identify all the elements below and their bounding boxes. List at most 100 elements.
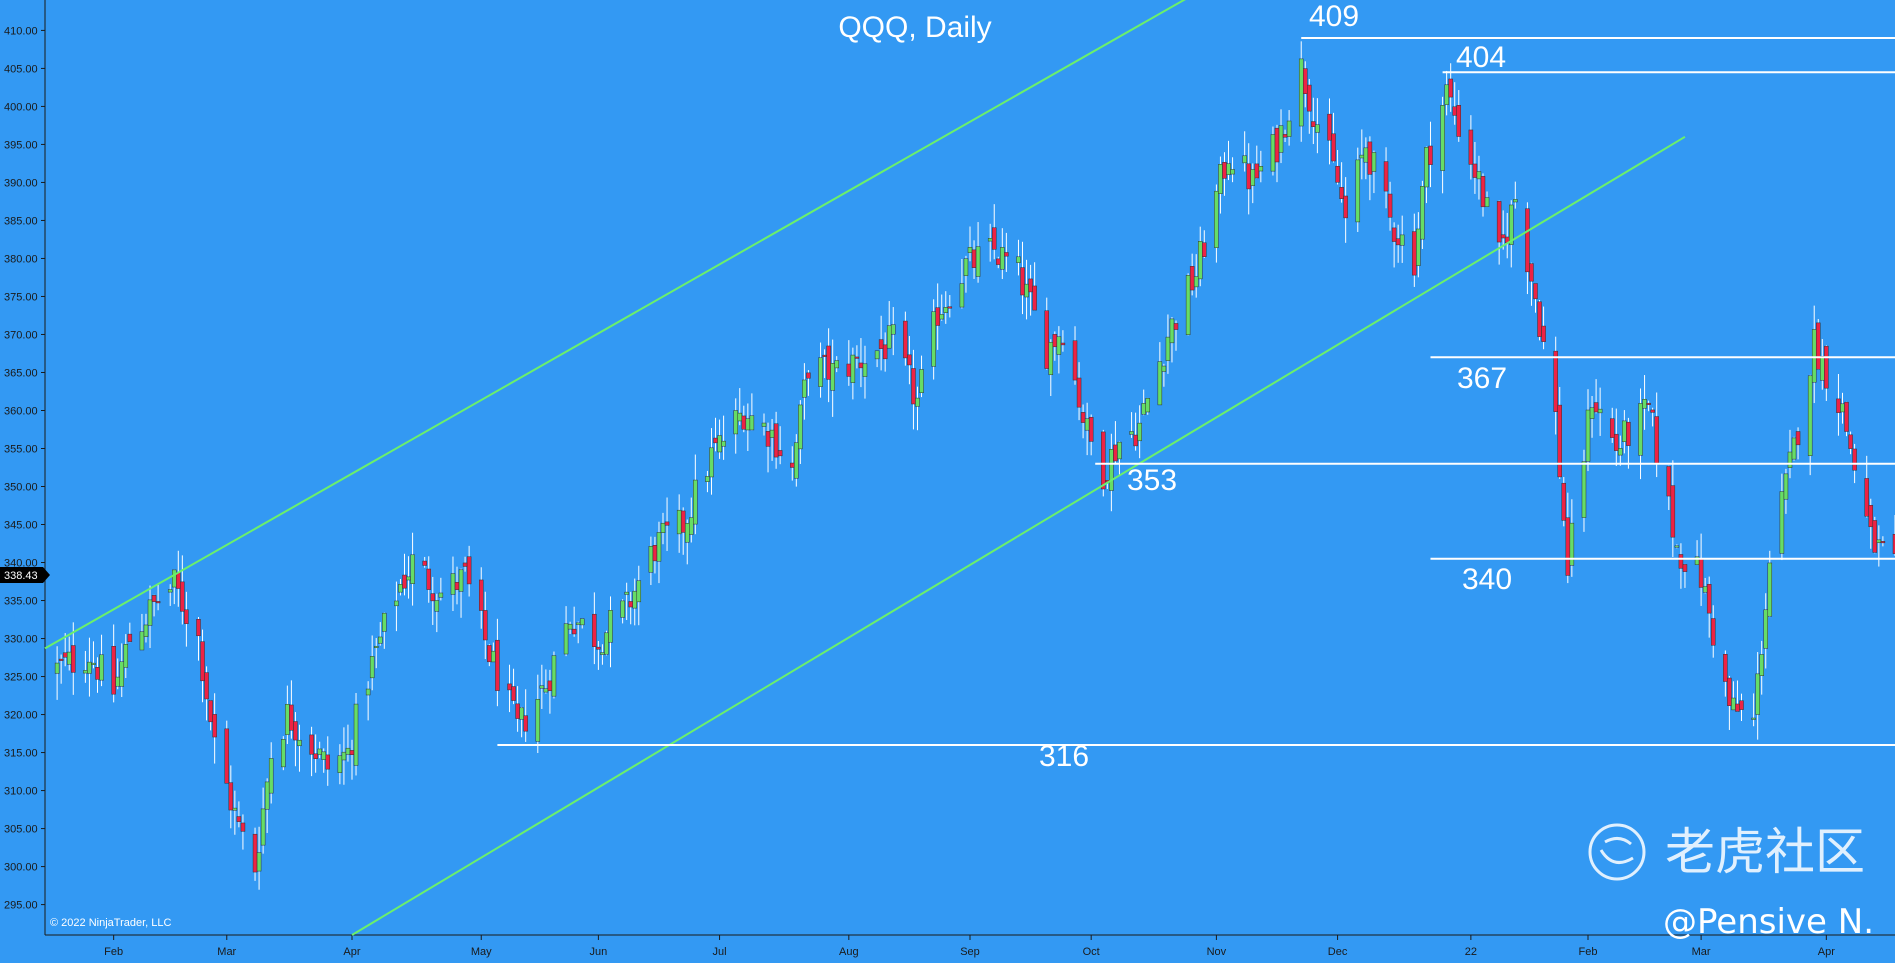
candle (1569, 499, 1575, 577)
candle (1496, 200, 1502, 265)
candle (523, 689, 528, 742)
candle (947, 295, 953, 318)
candle-body (1751, 717, 1756, 720)
candle-body (252, 833, 258, 873)
time-tick-label: 22 (1465, 946, 1477, 958)
candle (721, 415, 726, 460)
candle (1335, 150, 1340, 185)
candle (281, 736, 286, 771)
candle-body (1557, 404, 1562, 478)
candle (656, 521, 662, 584)
candle (240, 814, 246, 850)
candle (664, 497, 670, 551)
candle (483, 591, 488, 660)
candle-body (943, 307, 949, 313)
candle (891, 307, 896, 356)
candle-body (212, 714, 217, 738)
candle (99, 634, 104, 687)
candle (1137, 405, 1142, 459)
candle-body (1367, 141, 1373, 175)
candle-body (1759, 654, 1764, 676)
candle (1048, 339, 1054, 396)
candle-body (874, 350, 880, 360)
candle-body (1836, 398, 1841, 413)
candle (1072, 326, 1078, 385)
candle-body (689, 517, 694, 535)
candle (1585, 389, 1591, 472)
candle-body (1767, 562, 1773, 617)
candle (1561, 476, 1567, 527)
time-tick-label: Oct (1083, 946, 1100, 958)
candle-body (1355, 159, 1361, 223)
candle-body (1286, 120, 1292, 137)
candle-body (58, 658, 64, 661)
candle-body (1416, 228, 1421, 266)
candle-body (1622, 420, 1627, 442)
candle (777, 426, 783, 465)
candle (943, 291, 949, 324)
candle-body (1048, 341, 1054, 376)
price-tick-label: 335.00 (4, 596, 38, 608)
price-tick-label: 395.00 (4, 139, 38, 151)
candle-body (551, 655, 557, 697)
candle (834, 356, 839, 373)
candle (1614, 408, 1619, 467)
time-tick-label: Aug (839, 946, 859, 958)
candle (1739, 693, 1744, 722)
candle (689, 497, 694, 543)
candle-body (1646, 402, 1651, 405)
candle-body (1044, 310, 1049, 369)
candle (402, 553, 407, 596)
candle-body (1456, 104, 1462, 137)
candle-body (1056, 336, 1062, 355)
candle-body (1117, 441, 1122, 460)
price-tick-label: 400.00 (4, 101, 38, 113)
candle (337, 744, 343, 785)
candle (111, 624, 116, 703)
candle (204, 666, 209, 721)
candle-body (1876, 539, 1882, 543)
candle-body (1024, 283, 1029, 298)
candle (228, 765, 234, 829)
candle (1355, 147, 1361, 232)
candle-body (353, 703, 359, 766)
candle-body (741, 415, 747, 430)
candle-body (483, 610, 488, 641)
candle (1197, 226, 1203, 287)
candle (325, 736, 331, 786)
candle-body (1779, 491, 1785, 554)
candle-body (1529, 263, 1534, 282)
candle (184, 591, 189, 647)
candle-body (656, 532, 662, 562)
candle (91, 641, 96, 669)
candle-body (1626, 421, 1631, 446)
candle-body (1428, 145, 1433, 165)
candle (1824, 345, 1829, 401)
candle-body (1468, 129, 1474, 165)
candle (365, 681, 371, 721)
candle (1331, 112, 1336, 163)
candle-body (1185, 275, 1191, 336)
candle (434, 593, 440, 633)
candle-body (127, 633, 133, 642)
candle (1371, 150, 1377, 194)
candle-body (317, 748, 322, 755)
candle-body (571, 628, 577, 635)
price-tick-label: 300.00 (4, 862, 38, 874)
candle-body (1307, 84, 1312, 112)
candle-body (1783, 473, 1789, 500)
candle (1286, 110, 1292, 146)
price-tick-label: 315.00 (4, 748, 38, 760)
time-tick-label: Mar (217, 946, 236, 958)
candle (1440, 96, 1445, 194)
candle (818, 342, 823, 398)
candle-body (1412, 231, 1417, 276)
candle (765, 422, 771, 473)
tiger-logo-icon (1588, 823, 1646, 881)
candle (1185, 273, 1191, 336)
candle (212, 693, 217, 764)
candle (478, 567, 484, 629)
candle (151, 594, 157, 617)
candle (1056, 326, 1062, 374)
candle-body (434, 600, 440, 612)
